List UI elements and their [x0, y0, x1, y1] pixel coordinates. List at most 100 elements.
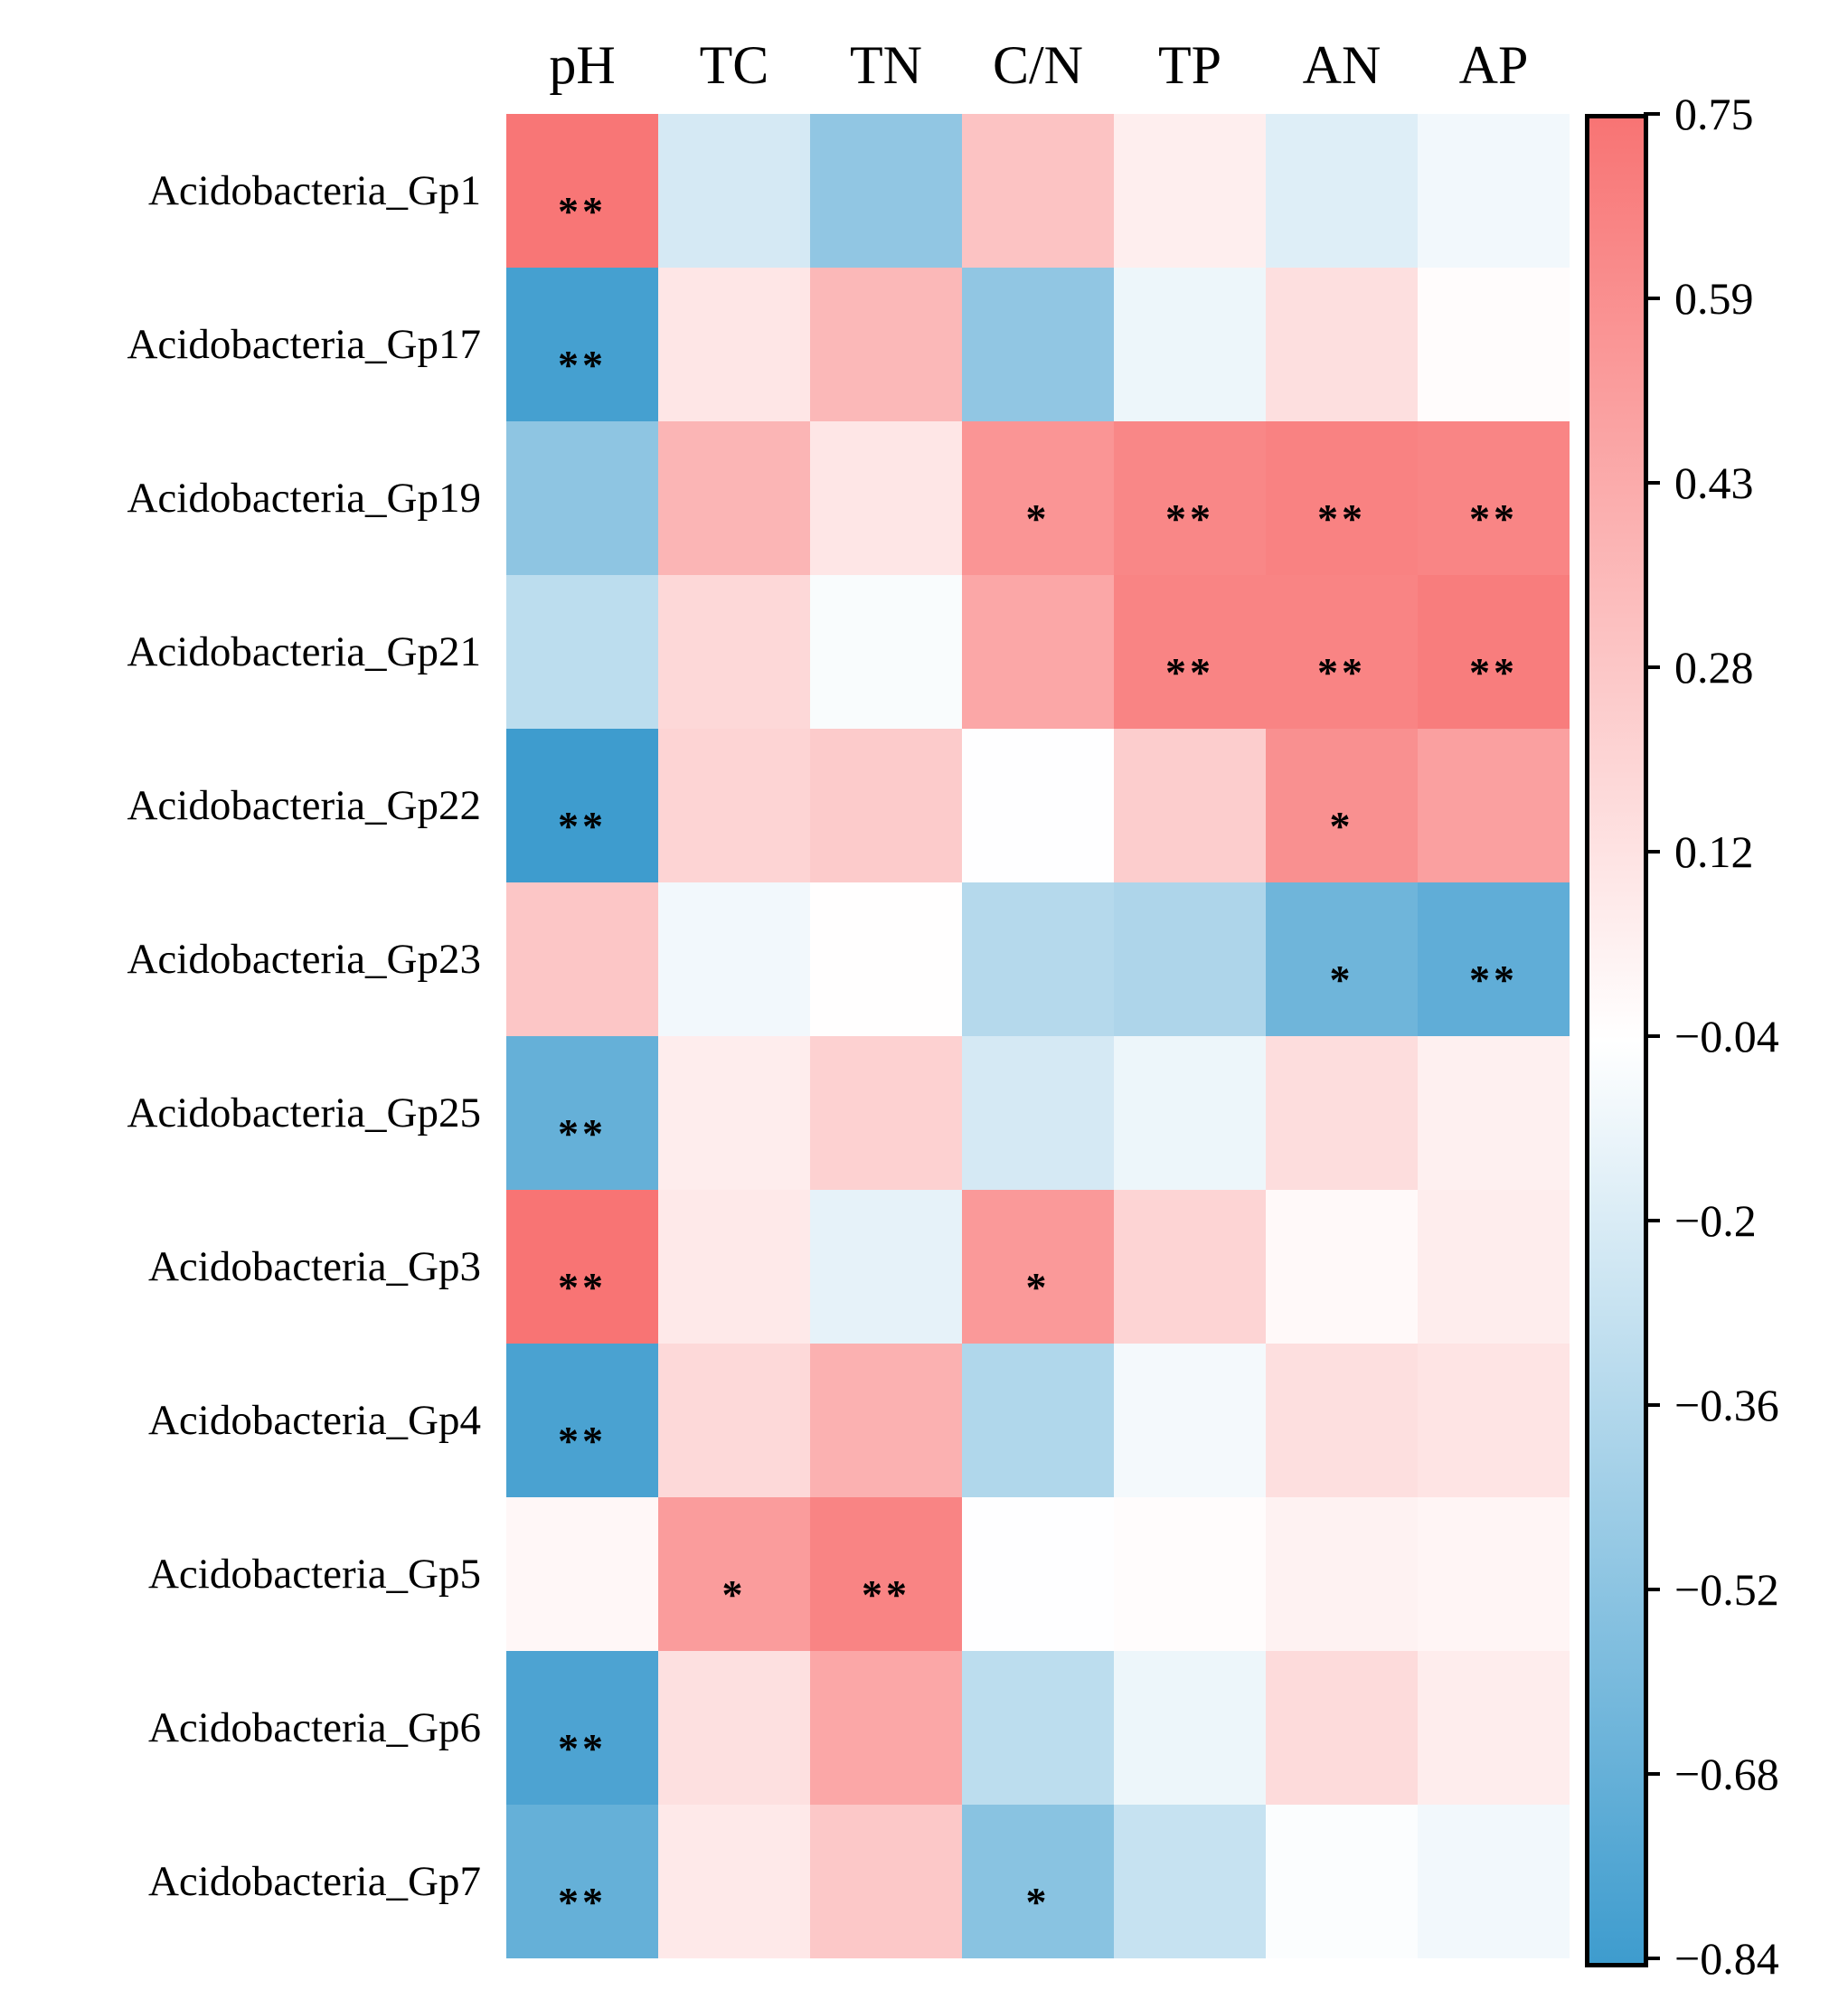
heatmap-cell [962, 1344, 1114, 1497]
significance-stars: ** [1469, 495, 1518, 542]
row-label: Acidobacteria_Gp6 [147, 1704, 481, 1751]
heatmap-cell [1114, 1497, 1266, 1651]
heatmap-cell: ** [506, 1036, 658, 1190]
heatmap-cell [658, 575, 810, 729]
heatmap-cell [810, 882, 962, 1036]
heatmap-cell [506, 575, 658, 729]
heatmap-cell [810, 1651, 962, 1805]
significance-stars: * [1025, 495, 1051, 542]
column-header-an: AN [1302, 35, 1381, 95]
colorbar-tick-label: 0.75 [1674, 89, 1754, 139]
colorbar-tick [1644, 1957, 1660, 1960]
heatmap-cell [658, 1805, 810, 1958]
significance-stars: ** [1317, 495, 1366, 542]
heatmap-cell: ** [506, 1190, 658, 1344]
heatmap-cell [1114, 114, 1266, 268]
row-label: Acidobacteria_Gp25 [127, 1089, 481, 1137]
row-label: Acidobacteria_Gp4 [147, 1397, 481, 1444]
heatmap-cell [962, 1651, 1114, 1805]
heatmap-cell: * [1266, 882, 1418, 1036]
significance-stars: ** [558, 1263, 607, 1310]
heatmap-cell: ** [1266, 575, 1418, 729]
heatmap-cell [658, 1344, 810, 1497]
heatmap-cell [1114, 1344, 1266, 1497]
heatmap-cell [1114, 1651, 1266, 1805]
heatmap-cell: ** [1418, 882, 1570, 1036]
significance-stars: ** [1469, 956, 1518, 1003]
row-label: Acidobacteria_Gp21 [127, 628, 481, 675]
heatmap-cell [658, 729, 810, 882]
row-label: Acidobacteria_Gp22 [127, 782, 481, 829]
heatmap-cell: ** [1114, 575, 1266, 729]
significance-stars: * [721, 1570, 747, 1618]
colorbar-tick-label: 0.43 [1674, 457, 1754, 508]
heatmap-cell: ** [506, 268, 658, 421]
heatmap-cell [962, 729, 1114, 882]
significance-stars: ** [558, 1878, 607, 1925]
column-headers: pH TC TN C/N TP AN AP [506, 0, 1570, 108]
row-label: Acidobacteria_Gp17 [127, 321, 481, 368]
colorbar-tick-label: −0.36 [1674, 1380, 1779, 1430]
heatmap-cell: ** [506, 1805, 658, 1958]
heatmap-cell [1418, 1805, 1570, 1958]
colorbar-tick-label: −0.84 [1674, 1933, 1779, 1984]
significance-stars: * [1329, 802, 1354, 849]
significance-stars: * [1025, 1263, 1051, 1310]
colorbar-tick-label: −0.2 [1674, 1195, 1757, 1246]
significance-stars: * [1329, 956, 1354, 1003]
heatmap-cell [1266, 268, 1418, 421]
heatmap-cell [1114, 1190, 1266, 1344]
heatmap-cell [962, 882, 1114, 1036]
heatmap-cell [1418, 1651, 1570, 1805]
heatmap-cell [506, 882, 658, 1036]
heatmap-cell [962, 1497, 1114, 1651]
significance-stars: ** [558, 341, 607, 388]
heatmap-cell [1418, 1344, 1570, 1497]
heatmap-cell [810, 575, 962, 729]
heatmap-cell [810, 729, 962, 882]
row-label: Acidobacteria_Gp7 [147, 1858, 481, 1905]
significance-stars: ** [1165, 648, 1214, 695]
significance-stars: ** [558, 1109, 607, 1156]
heatmap-cell [1418, 268, 1570, 421]
significance-stars: ** [558, 1417, 607, 1464]
heatmap-cell [810, 114, 962, 268]
row-label: Acidobacteria_Gp19 [127, 475, 481, 522]
colorbar-tick [1644, 1034, 1660, 1038]
colorbar-tick-label: 0.28 [1674, 642, 1754, 693]
column-header-c-n: C/N [992, 35, 1084, 95]
column-header-tp: TP [1157, 35, 1222, 95]
heatmap-cell: ** [1114, 421, 1266, 575]
row-label: Acidobacteria_Gp1 [147, 167, 481, 214]
heatmap-cell [1266, 114, 1418, 268]
heatmap-cell [810, 421, 962, 575]
heatmap-cell [506, 1497, 658, 1651]
colorbar-tick [1644, 112, 1660, 116]
heatmap-cell [658, 882, 810, 1036]
heatmap-cell: ** [810, 1497, 962, 1651]
heatmap-cell [962, 575, 1114, 729]
significance-stars: ** [1317, 648, 1366, 695]
colorbar-tick [1644, 665, 1660, 669]
row-label: Acidobacteria_Gp23 [127, 936, 481, 983]
heatmap-cell [810, 268, 962, 421]
column-header-ph: pH [549, 35, 616, 95]
heatmap-cell [1418, 1190, 1570, 1344]
heatmap-cell: * [1266, 729, 1418, 882]
heatmap-cell [1114, 268, 1266, 421]
heatmap-cell: * [962, 1805, 1114, 1958]
heatmap-cell [962, 114, 1114, 268]
heatmap-cell [1114, 1036, 1266, 1190]
column-header-tn: TN [850, 35, 922, 95]
heatmap-cell [962, 268, 1114, 421]
heatmap-cell [1418, 114, 1570, 268]
heatmap-grid: ** ** * ** ** ** ** ** ** ** * * ** ** ** * ** * ** ** ** * [506, 114, 1570, 1958]
colorbar-tick [1644, 850, 1660, 854]
heatmap-cell: ** [506, 1651, 658, 1805]
colorbar-tick-label: −0.52 [1674, 1564, 1779, 1615]
row-label: Acidobacteria_Gp5 [147, 1551, 481, 1598]
heatmap-cell [962, 1036, 1114, 1190]
heatmap-cell: * [962, 421, 1114, 575]
heatmap-cell [810, 1344, 962, 1497]
